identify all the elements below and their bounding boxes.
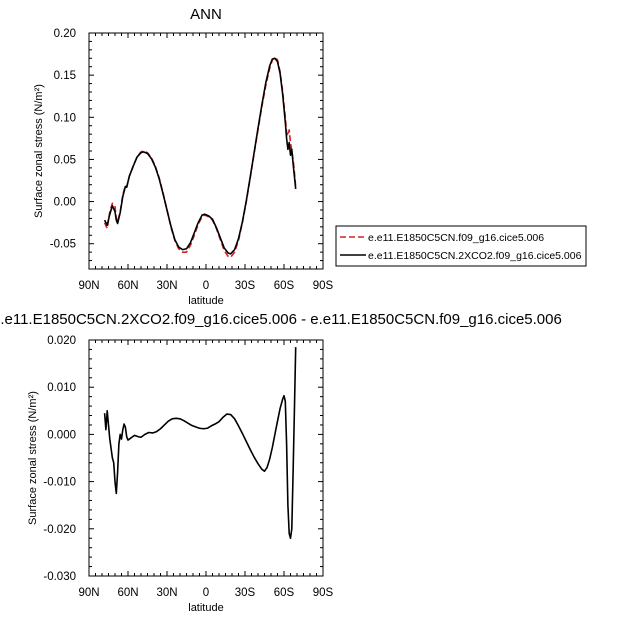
chart-panel-2: e.e11.E1850C5CN.2XCO2.f09_g16.cice5.006 … [0,311,562,614]
y-axis-label: Surface zonal stress (N/m²) [33,84,45,218]
y-tick-label: 0.10 [54,112,76,124]
x-tick-label: 30N [156,587,177,599]
x-tick-label: 90S [313,280,334,292]
y-tick-label: 0.15 [54,70,76,82]
legend-label-2: e.e11.E1850C5CN.2XCO2.f09_g16.cice5.006 [368,250,582,262]
chart-title: e.e11.E1850C5CN.2XCO2.f09_g16.cice5.006 … [0,311,562,328]
y-tick-label: 0.20 [54,28,76,40]
y-tick-label: -0.010 [43,477,76,489]
legend-label-1: e.e11.E1850C5CN.f09_g16.cice5.006 [368,232,544,244]
x-tick-label: 30S [235,280,256,292]
x-tick-label: 0 [203,587,209,599]
x-tick-label: 60S [274,280,295,292]
x-tick-label: 90S [313,587,334,599]
chart-panel-1: ANN 90N 60N 30N 0 30S 60S 90S -0.05 0.00 0.05 0.10 0… [33,6,587,307]
x-axis-label: latitude [188,602,223,614]
series-line-2 [103,57,297,255]
x-tick-label: 90N [78,280,99,292]
y-tick-label: 0.020 [47,335,76,347]
x-axis-label: latitude [188,295,223,307]
legend: e.e11.E1850C5CN.f09_g16.cice5.006 e.e11.E… [335,225,587,267]
x-tick-label: 90N [78,587,99,599]
legend-box [335,225,587,267]
x-tick-label: 30N [156,280,177,292]
y-tick-label: 0.010 [47,382,76,394]
x-tick-label: 0 [203,280,209,292]
y-tick-label: -0.05 [50,239,76,251]
series-line-1 [103,347,297,540]
series-line-1 [103,56,297,258]
y-tick-label: 0.000 [47,429,76,441]
y-tick-label: 0.00 [54,197,76,209]
x-tick-label: 60S [274,587,295,599]
y-tick-label: 0.05 [54,154,76,166]
y-axis-label: Surface zonal stress (N/m²) [27,391,39,525]
plot-frame [88,339,324,577]
x-tick-label: 30S [235,587,256,599]
chart-title: ANN [190,6,222,23]
y-tick-label: -0.030 [43,571,76,583]
y-tick-label: -0.020 [43,524,76,536]
x-tick-label: 60N [117,280,138,292]
plot-frame [88,32,324,270]
x-tick-label: 60N [117,587,138,599]
